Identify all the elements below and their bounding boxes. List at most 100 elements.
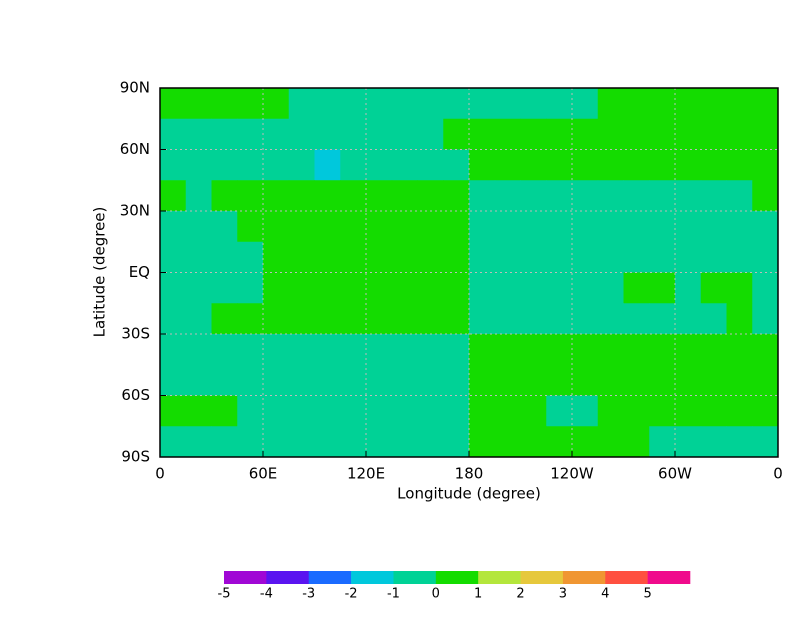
colorbar-label: -4	[260, 587, 273, 602]
cell	[597, 426, 624, 458]
cell	[340, 88, 367, 120]
x-tick-label: 120E	[347, 465, 385, 483]
cell	[160, 149, 187, 181]
cell	[597, 180, 624, 212]
cell	[752, 364, 779, 396]
colorbar-label: -2	[345, 587, 358, 602]
cell	[520, 149, 547, 181]
cell	[700, 211, 727, 243]
cell	[572, 395, 599, 427]
cell	[288, 303, 315, 335]
cell	[314, 118, 341, 150]
cell	[185, 334, 212, 366]
cell	[546, 241, 573, 273]
cell	[417, 88, 444, 120]
colorbar-box	[266, 571, 310, 584]
cell	[211, 272, 238, 304]
cell	[185, 395, 212, 427]
field	[160, 88, 779, 458]
cell	[366, 334, 393, 366]
cell	[572, 180, 599, 212]
cell	[752, 426, 779, 458]
cell	[185, 241, 212, 273]
cell	[675, 180, 702, 212]
cell	[263, 88, 290, 120]
cell	[675, 426, 702, 458]
cell	[237, 272, 264, 304]
cell	[237, 180, 264, 212]
cell	[494, 118, 521, 150]
cell	[160, 118, 187, 150]
x-tick-label: 60W	[658, 465, 692, 483]
cell	[160, 395, 187, 427]
cell	[263, 149, 290, 181]
cell	[417, 241, 444, 273]
cell	[211, 180, 238, 212]
cell	[520, 395, 547, 427]
cell	[649, 149, 676, 181]
cell	[391, 88, 418, 120]
cell	[443, 334, 470, 366]
cell	[572, 272, 599, 304]
cell	[263, 241, 290, 273]
cell	[469, 88, 496, 120]
cell	[494, 426, 521, 458]
cell	[623, 180, 650, 212]
cell	[288, 241, 315, 273]
cell	[597, 88, 624, 120]
colorbar-label: -1	[387, 587, 400, 602]
x-tick-label: 60E	[249, 465, 278, 483]
cell	[675, 303, 702, 335]
cell	[288, 88, 315, 120]
cell	[417, 334, 444, 366]
cell	[211, 88, 238, 120]
cell	[185, 426, 212, 458]
cell	[623, 303, 650, 335]
cell	[288, 426, 315, 458]
cell	[366, 180, 393, 212]
cell	[417, 180, 444, 212]
cell	[237, 303, 264, 335]
cell	[160, 426, 187, 458]
cell	[675, 241, 702, 273]
cell	[649, 118, 676, 150]
cell	[649, 272, 676, 304]
cell	[675, 272, 702, 304]
cell	[675, 88, 702, 120]
cell	[288, 211, 315, 243]
cell	[623, 272, 650, 304]
cell	[340, 180, 367, 212]
plot-frame	[159, 87, 779, 458]
cell	[546, 426, 573, 458]
y-tick-label: 60S	[121, 386, 150, 404]
cell	[700, 303, 727, 335]
cell	[572, 211, 599, 243]
cell	[520, 180, 547, 212]
colorbar-label: 2	[516, 587, 524, 602]
cell	[185, 364, 212, 396]
cell	[211, 303, 238, 335]
y-tick-label: 90S	[121, 448, 150, 466]
cell	[314, 88, 341, 120]
cell	[185, 303, 212, 335]
cell	[546, 364, 573, 396]
cell	[675, 395, 702, 427]
cell	[314, 211, 341, 243]
cell	[469, 303, 496, 335]
cell	[443, 241, 470, 273]
cell	[726, 272, 753, 304]
cell	[469, 426, 496, 458]
cell	[314, 364, 341, 396]
cell	[185, 180, 212, 212]
cell	[700, 149, 727, 181]
cell	[649, 180, 676, 212]
cell	[675, 149, 702, 181]
cell	[443, 211, 470, 243]
cell	[494, 180, 521, 212]
cell	[700, 180, 727, 212]
y-tick-label: 90N	[120, 79, 150, 97]
cell	[623, 149, 650, 181]
cell	[597, 272, 624, 304]
cell	[417, 149, 444, 181]
